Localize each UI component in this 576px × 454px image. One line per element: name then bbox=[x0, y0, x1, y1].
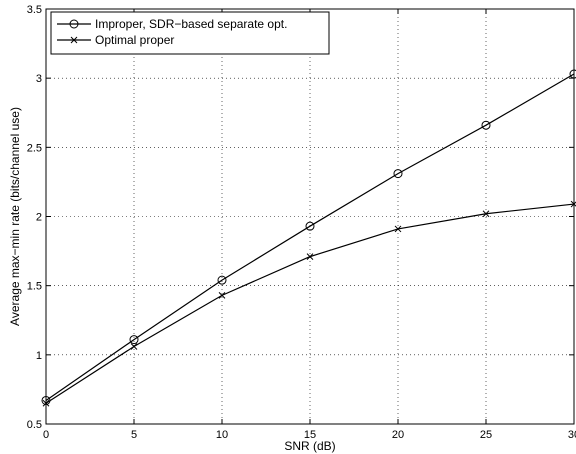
data-point bbox=[217, 275, 227, 285]
x-tick-label: 10 bbox=[216, 429, 228, 441]
legend-item: Improper, SDR−based separate opt. bbox=[57, 17, 287, 31]
grid-lines bbox=[46, 9, 574, 424]
legend-label: Optimal proper bbox=[95, 33, 174, 47]
legend-box bbox=[50, 11, 330, 55]
y-tick-label: 2.5 bbox=[27, 142, 42, 154]
legend-label: Improper, SDR−based separate opt. bbox=[95, 17, 287, 31]
x-tick-labels: 0 5 10 15 20 25 30 bbox=[43, 429, 576, 441]
x-axis-label: SNR (dB) bbox=[284, 439, 335, 453]
data-point bbox=[306, 253, 314, 260]
x-tick-label: 20 bbox=[392, 429, 404, 441]
data-point bbox=[481, 120, 491, 130]
y-tick-label: 3 bbox=[36, 73, 42, 85]
x-tick-label: 25 bbox=[480, 429, 492, 441]
legend-item: Optimal proper bbox=[57, 33, 174, 47]
series-layer bbox=[41, 69, 576, 407]
legend-items: Improper, SDR−based separate opt. Optimal… bbox=[57, 17, 287, 47]
data-point bbox=[218, 291, 226, 299]
data-point bbox=[130, 343, 138, 350]
data-point bbox=[394, 225, 402, 233]
y-tick-label: 0.5 bbox=[27, 419, 42, 431]
y-tick-label: 3.5 bbox=[27, 4, 42, 16]
y-tick-label: 1.5 bbox=[27, 281, 42, 293]
x-tick-label: 5 bbox=[131, 429, 137, 441]
data-point bbox=[393, 169, 403, 179]
data-point bbox=[69, 19, 79, 29]
data-point bbox=[305, 221, 315, 231]
series-1 bbox=[41, 69, 576, 405]
x-tick-label: 15 bbox=[304, 429, 316, 441]
data-point bbox=[70, 36, 78, 44]
series-line bbox=[45, 73, 575, 401]
x-tick-label: 0 bbox=[43, 429, 49, 441]
data-point bbox=[482, 210, 490, 218]
x-tick-label: 30 bbox=[568, 429, 576, 441]
legend: Improper, SDR−based separate opt. Optimal… bbox=[50, 11, 330, 55]
y-tick-labels: 0.5 1 1.5 2 2.5 3 3.5 bbox=[27, 4, 42, 431]
y-axis-label: Average max−min rate (bits/channel use) bbox=[8, 107, 22, 326]
data-point bbox=[129, 335, 139, 345]
y-tick-label: 1 bbox=[36, 350, 42, 362]
y-tick-label: 2 bbox=[36, 212, 42, 224]
series-2 bbox=[42, 200, 576, 407]
